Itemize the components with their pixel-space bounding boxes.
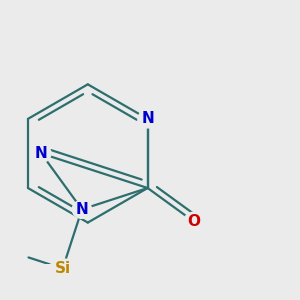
- Text: N: N: [76, 202, 88, 217]
- Ellipse shape: [138, 110, 157, 128]
- Text: N: N: [141, 111, 154, 126]
- Text: N: N: [35, 146, 48, 161]
- Ellipse shape: [32, 145, 51, 162]
- Text: O: O: [187, 214, 200, 229]
- Ellipse shape: [184, 212, 203, 230]
- Text: Si: Si: [55, 261, 71, 276]
- Ellipse shape: [50, 259, 76, 278]
- Ellipse shape: [72, 200, 92, 218]
